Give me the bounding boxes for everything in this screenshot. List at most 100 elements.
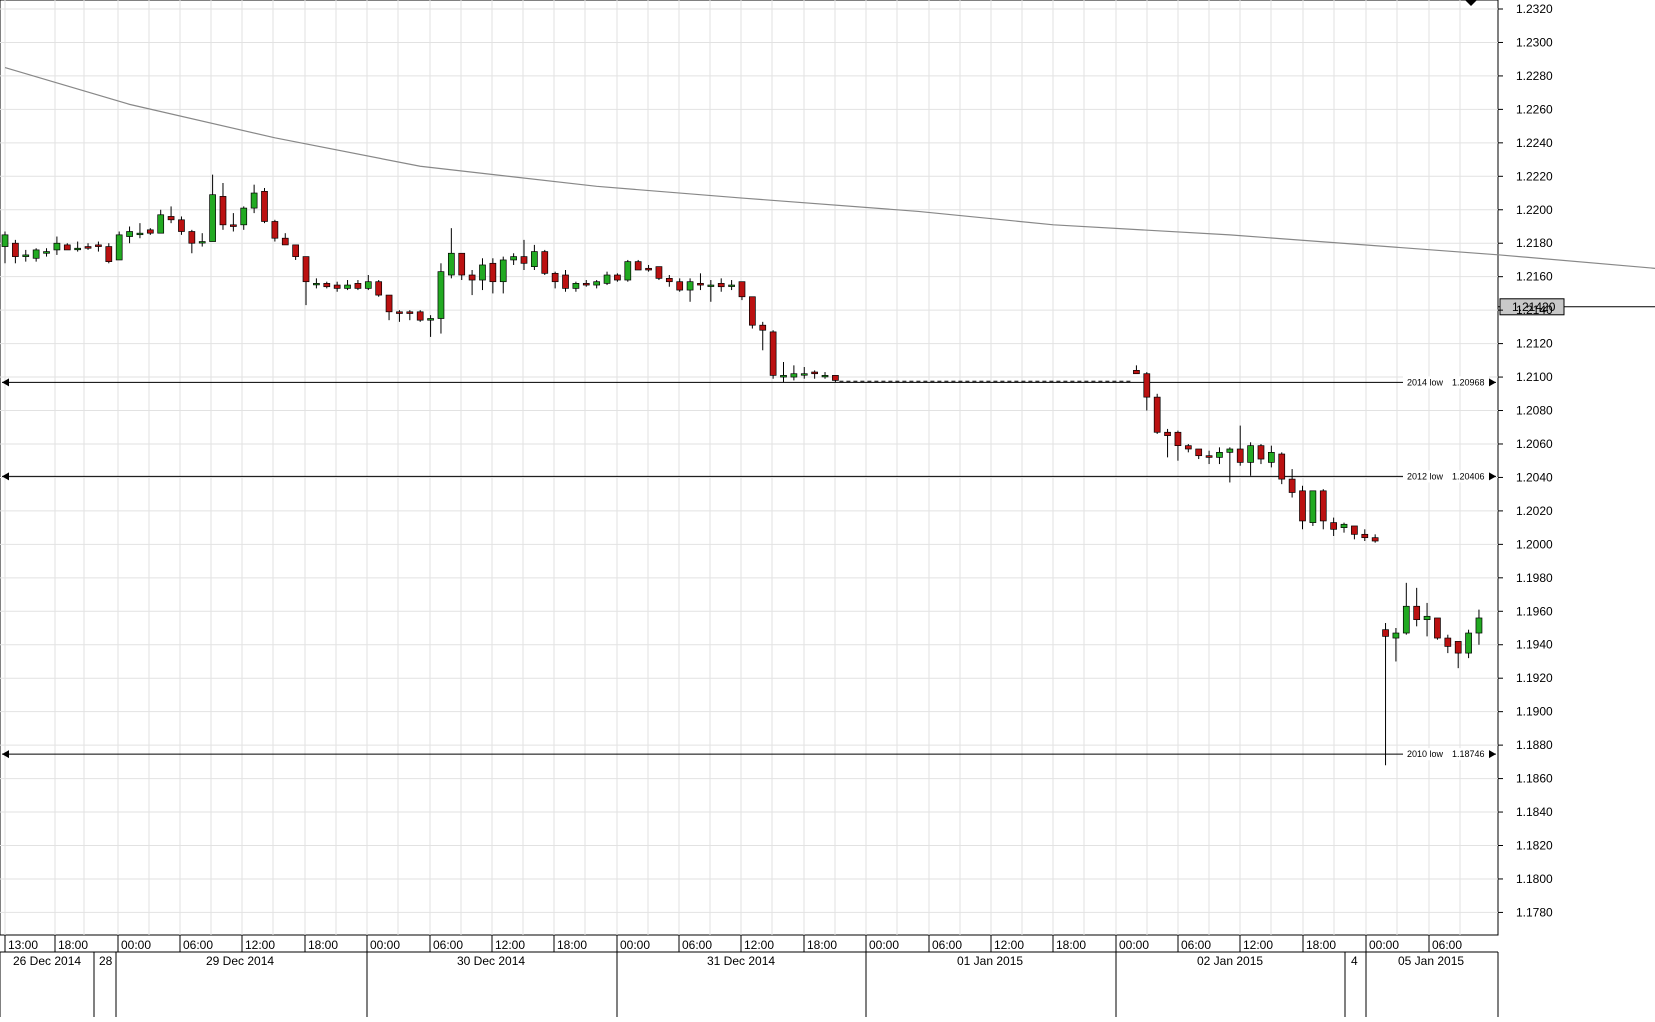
candle	[489, 258, 497, 294]
candle	[126, 226, 133, 244]
candle-body	[1257, 445, 1265, 460]
level-label: 2014 low	[1407, 377, 1444, 387]
x-time-label: 06:00	[1181, 938, 1211, 952]
top-marker	[1465, 0, 1477, 6]
x-time-label: 06:00	[682, 938, 712, 952]
candle-body	[1195, 448, 1203, 457]
candle	[43, 248, 50, 257]
candle	[1465, 629, 1472, 659]
candle	[333, 281, 341, 292]
candle-body	[261, 191, 268, 222]
candle-body	[1475, 617, 1483, 634]
candle-body	[603, 274, 611, 284]
candle-body	[292, 244, 299, 257]
candle	[427, 315, 434, 337]
candle-body	[1319, 490, 1327, 522]
candle-body	[800, 373, 808, 376]
candle	[1392, 628, 1400, 662]
candle	[479, 258, 486, 291]
candle-body	[32, 249, 40, 259]
x-date-label: 4	[1351, 954, 1358, 968]
candle-body	[126, 231, 133, 237]
candle-body	[323, 283, 331, 288]
candle	[271, 219, 279, 242]
candle-body	[728, 284, 735, 287]
candle	[178, 216, 185, 235]
candle	[562, 269, 569, 292]
candle	[1299, 485, 1306, 530]
candle-body	[738, 281, 746, 298]
candle	[1402, 582, 1410, 635]
candle	[1143, 372, 1151, 411]
candle	[447, 228, 455, 279]
candle	[313, 278, 320, 289]
price-marker-box	[1499, 298, 1565, 316]
level-arrow-right	[1489, 472, 1496, 481]
candle	[1205, 450, 1213, 465]
candle	[749, 296, 756, 329]
candle	[769, 330, 777, 379]
candle	[1382, 622, 1389, 766]
candle	[811, 370, 818, 379]
candle	[551, 271, 559, 289]
candle	[458, 252, 466, 281]
y-tick-label: 1.2260	[1516, 102, 1553, 116]
candle	[375, 280, 383, 297]
candle	[614, 273, 621, 282]
candle	[1164, 428, 1171, 458]
level-arrow-right	[1489, 750, 1496, 759]
candle-body	[582, 283, 590, 286]
candle	[697, 273, 704, 291]
x-time-label: 18:00	[1056, 938, 1086, 952]
candle-body	[520, 256, 528, 264]
candle-body	[676, 281, 684, 291]
candle	[1434, 617, 1441, 640]
x-time-label: 18:00	[807, 938, 837, 952]
y-tick-label: 1.2300	[1516, 35, 1553, 49]
candle-body	[531, 251, 538, 267]
candle	[230, 213, 237, 232]
x-time-label: 00:00	[370, 938, 400, 952]
candle-body	[302, 256, 310, 283]
candle-body	[1174, 431, 1182, 447]
x-axis: 13:00 18:00 00:00 06:00 12:00 18:00 00:00 06:00…	[0, 935, 1499, 1017]
candle	[1184, 443, 1192, 453]
candle-body	[1143, 373, 1151, 398]
y-tick-label: 1.2100	[1516, 370, 1553, 384]
candle	[63, 243, 71, 251]
candle-body	[1184, 445, 1192, 450]
candle	[1444, 634, 1452, 654]
candle-body	[188, 231, 196, 244]
candle-body	[811, 371, 818, 375]
candle	[136, 223, 144, 239]
y-tick-label: 1.1860	[1516, 772, 1553, 786]
candle-body	[136, 232, 144, 236]
candle-body	[95, 244, 102, 247]
candle	[115, 231, 123, 261]
candle-body	[717, 283, 725, 288]
y-tick-label: 1.1960	[1516, 604, 1553, 618]
y-tick-label: 1.1940	[1516, 638, 1553, 652]
candle-body	[1226, 448, 1234, 453]
candle-body	[53, 242, 61, 251]
candle-body	[1278, 453, 1286, 480]
candles	[1, 174, 1483, 766]
candle	[790, 365, 798, 381]
y-tick-label: 1.1780	[1516, 905, 1553, 919]
candle	[676, 278, 684, 292]
candle	[323, 281, 331, 289]
x-time-label: 00:00	[121, 938, 151, 952]
candle-body	[697, 283, 704, 286]
y-tick-label: 1.2180	[1516, 236, 1553, 250]
y-tick-label: 1.1880	[1516, 738, 1553, 752]
candle-body	[240, 207, 248, 226]
candle	[302, 256, 310, 306]
candle	[84, 243, 92, 250]
candle-body	[406, 311, 414, 314]
candle-body	[572, 283, 580, 289]
level-value-label: 1.18746	[1452, 749, 1485, 759]
x-time-label: 00:00	[1369, 938, 1399, 952]
candle-body	[1299, 490, 1306, 522]
x-time-label: 12:00	[994, 938, 1024, 952]
